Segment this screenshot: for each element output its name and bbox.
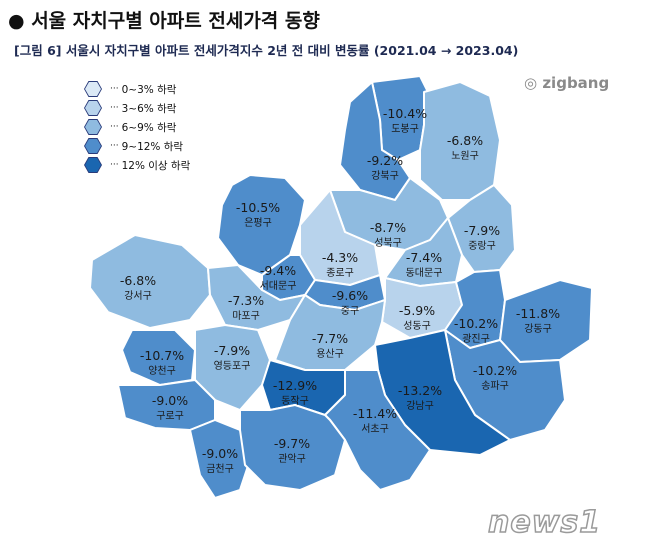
district-value: -8.7% xyxy=(370,220,406,235)
district-value: -9.7% xyxy=(274,436,310,451)
district-value: -9.0% xyxy=(202,446,238,461)
district-value: -9.0% xyxy=(152,393,188,408)
district-value: -11.4% xyxy=(353,406,397,421)
legend-item: ··· 6~9% 하락 xyxy=(84,118,176,136)
news1-watermark: news1 xyxy=(487,504,602,541)
district-name: 동대문구 xyxy=(406,267,443,279)
district-value: -7.7% xyxy=(312,331,348,346)
district-value: -4.3% xyxy=(322,250,358,265)
district-name: 성동구 xyxy=(403,320,431,332)
legend-label: 3~6% 하락 xyxy=(121,102,177,115)
district-value: -10.2% xyxy=(473,363,517,378)
district-name: 구로구 xyxy=(156,411,184,422)
legend-swatch xyxy=(84,100,102,116)
legend-label: 12% 이상 하락 xyxy=(121,159,191,172)
district-value: -13.2% xyxy=(398,383,442,398)
legend-item: ··· 9~12% 하락 xyxy=(84,137,183,155)
district-name: 동작구 xyxy=(281,395,309,407)
district-value: -9.4% xyxy=(260,263,296,278)
district-region xyxy=(239,404,346,491)
district-value: -10.7% xyxy=(140,348,184,363)
district-region xyxy=(499,279,593,363)
brand-logo: ◎ zigbang xyxy=(524,74,609,92)
district-region xyxy=(189,419,251,499)
district-name: 서대문구 xyxy=(260,280,297,292)
brand-name: zigbang xyxy=(542,74,610,92)
district-name: 관악구 xyxy=(278,453,306,465)
legend-label: 6~9% 하락 xyxy=(121,121,177,134)
map-subtitle: [그림 6] 서울시 자치구별 아파트 전세가격지수 2년 전 대비 변동률 (… xyxy=(14,43,519,58)
district-name: 도봉구 xyxy=(391,123,419,135)
legend-label: 9~12% 하락 xyxy=(121,140,184,153)
district-value: -10.5% xyxy=(236,200,280,215)
district-name: 마포구 xyxy=(232,310,260,322)
legend-swatch xyxy=(84,138,102,154)
district-name: 용산구 xyxy=(316,348,344,360)
district-name: 강서구 xyxy=(124,290,152,302)
legend-swatch xyxy=(84,119,102,135)
district-region xyxy=(447,184,516,273)
legend-swatch xyxy=(84,81,102,97)
legend-swatch xyxy=(84,157,102,173)
district-value: -7.9% xyxy=(464,223,500,238)
district-value: -7.3% xyxy=(228,293,264,308)
district-value: -9.2% xyxy=(367,153,403,168)
legend-label: 0~3% 하락 xyxy=(121,83,177,96)
district-value: -10.4% xyxy=(383,106,427,121)
zigbang-icon: ◎ xyxy=(524,74,538,92)
district-value: -11.8% xyxy=(516,306,560,321)
district-name: 중랑구 xyxy=(468,240,496,252)
legend-item: ··· 0~3% 하락 xyxy=(84,80,176,98)
district-value: -5.9% xyxy=(399,303,435,318)
legend-item: ··· 12% 이상 하락 xyxy=(84,156,190,174)
district-name: 은평구 xyxy=(244,217,272,229)
district-value: -10.2% xyxy=(454,316,498,331)
district-name: 금천구 xyxy=(206,463,234,475)
legend-item: ··· 3~6% 하락 xyxy=(84,99,176,117)
district-value: -6.8% xyxy=(120,273,156,288)
map-title: ● 서울 자치구별 아파트 전세가격 동향 xyxy=(8,10,320,32)
district-value: -12.9% xyxy=(273,378,317,393)
district-name: 서초구 xyxy=(361,423,389,435)
district-name: 강북구 xyxy=(371,170,399,182)
district-name: 종로구 xyxy=(326,267,354,279)
district-name: 강동구 xyxy=(524,323,552,335)
district-value: -7.9% xyxy=(214,343,250,358)
district-value: -7.4% xyxy=(406,250,442,265)
district-value: -6.8% xyxy=(447,133,483,148)
district-name: 강남구 xyxy=(406,400,434,412)
district-name: 노원구 xyxy=(451,150,479,162)
district-name: 광진구 xyxy=(462,333,490,345)
district-name: 송파구 xyxy=(481,380,509,392)
district-name: 성북구 xyxy=(374,237,402,249)
district-name: 양천구 xyxy=(148,365,176,377)
district-name: 중구 xyxy=(341,305,359,317)
district-region xyxy=(89,234,211,329)
district-name: 영등포구 xyxy=(214,360,251,372)
district-value: -9.6% xyxy=(332,288,368,303)
